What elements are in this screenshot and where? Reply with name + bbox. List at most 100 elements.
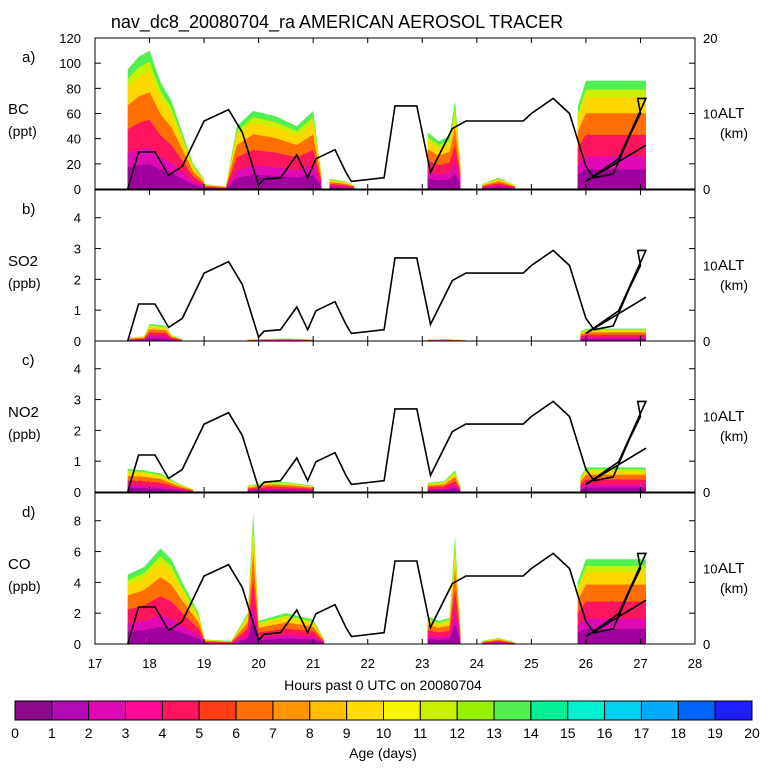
x-tick-label: 26 xyxy=(579,656,593,671)
alt-tick-label: 0 xyxy=(703,637,710,652)
tracer-layer-old xyxy=(577,628,646,644)
colorbar-cell xyxy=(567,700,606,721)
colorbar-cell xyxy=(272,700,311,721)
x-tick-label: 22 xyxy=(360,656,374,671)
tracer-layer-old xyxy=(482,186,515,189)
colorbar-cell xyxy=(51,700,90,721)
tracer-layer-old xyxy=(580,487,646,492)
y-tick-label: 1 xyxy=(74,303,81,318)
x-tick-label: 28 xyxy=(688,656,702,671)
x-tick-label: 19 xyxy=(197,656,211,671)
colorbar-cell xyxy=(640,700,679,721)
colorbar-tick-label: 14 xyxy=(523,725,539,741)
colorbar-cell xyxy=(161,700,200,721)
colorbar-cell xyxy=(309,700,348,721)
tracer-segment xyxy=(482,177,515,189)
colorbar-tick-label: 6 xyxy=(232,725,240,741)
colorbar-tick-label: 9 xyxy=(343,725,351,741)
colorbar-tick-label: 10 xyxy=(376,725,392,741)
y-tick-label: 2 xyxy=(74,272,81,287)
colorbar-cell xyxy=(530,700,569,721)
colorbar-tick-label: 20 xyxy=(744,725,760,741)
unit-label: (ppt) xyxy=(8,123,37,139)
alt-tick-label: 10 xyxy=(703,410,717,425)
colorbar-tick-label: 13 xyxy=(486,725,502,741)
tracer-segment xyxy=(329,178,355,189)
tracer-layer-old xyxy=(204,174,322,189)
colorbar-tick-label: 3 xyxy=(122,725,130,741)
y-tick-label: 2 xyxy=(74,606,81,621)
y-tick-label: 0 xyxy=(74,182,81,197)
colorbar-cell xyxy=(456,700,495,721)
x-tick-label: 20 xyxy=(251,656,265,671)
colorbar-tick-label: 4 xyxy=(159,725,167,741)
altitude-line xyxy=(126,249,648,342)
x-tick-label: 25 xyxy=(524,656,538,671)
altitude-line xyxy=(126,552,648,645)
y-tick-label: 4 xyxy=(74,211,81,226)
unit-label: (ppb) xyxy=(8,578,41,594)
tracer-layer-old xyxy=(204,620,325,644)
colorbar: 0 1 2 3 4 5 6 7 8 9 10 11 12 13 14 15 16 17 18 19 20 xyxy=(11,700,760,741)
tracer-segment xyxy=(127,548,205,644)
tracer-segment xyxy=(204,513,325,644)
alt-tick-label: 0 xyxy=(703,182,710,197)
alt-unit-label: (km) xyxy=(720,125,748,141)
y-tick-label: 4 xyxy=(74,362,81,377)
colorbar-tick-label: 7 xyxy=(269,725,277,741)
y-tick-label: 0 xyxy=(74,485,81,500)
colorbar-cell xyxy=(677,700,716,721)
alt-label: ALT xyxy=(718,257,744,274)
y-tick-label: 1 xyxy=(74,454,81,469)
y-tick-label: 120 xyxy=(59,31,81,46)
panel-frame xyxy=(94,492,696,645)
colorbar-tick-label: 11 xyxy=(413,725,428,741)
alt-tick-label: 10 xyxy=(703,562,717,577)
species-label: CO xyxy=(8,556,31,573)
species-label: SO2 xyxy=(8,253,38,270)
alt-tick-label: 0 xyxy=(703,485,710,500)
chart-title: nav_dc8_20080704_ra AMERICAN AEROSOL TRA… xyxy=(111,12,563,33)
x-tick-label: 23 xyxy=(415,656,429,671)
y-tick-label: 40 xyxy=(67,132,81,147)
tracer-segment xyxy=(204,110,322,189)
tracer-segment xyxy=(577,80,646,189)
x-tick-label: 17 xyxy=(88,656,102,671)
colorbar-tick-label: 17 xyxy=(634,725,650,741)
tracer-segment xyxy=(427,470,461,492)
panel-a: 0 20 40 60 80 100 120 0 10 20 a) BC (ppt) ALT (km) xyxy=(8,31,748,197)
alt-tick-label: 0 xyxy=(703,334,710,349)
colorbar-cell xyxy=(604,700,642,721)
tracer-segment xyxy=(127,50,205,190)
colorbar-tick-label: 16 xyxy=(597,725,613,741)
alt-unit-label: (km) xyxy=(720,428,748,444)
x-tick-label: 21 xyxy=(306,656,320,671)
y-tick-label: 8 xyxy=(74,514,81,529)
colorbar-tick-label: 1 xyxy=(48,725,56,741)
colorbar-tick-label: 5 xyxy=(195,725,203,741)
panel-frame xyxy=(94,189,696,342)
y-tick-label: 100 xyxy=(59,56,81,71)
altitude-line xyxy=(126,400,648,493)
y-tick-label: 3 xyxy=(74,393,81,408)
tracer-layer-old xyxy=(127,164,205,189)
y-tick-label: 6 xyxy=(74,545,81,560)
tracer-layer-old xyxy=(427,624,461,644)
tracer-layer-old xyxy=(427,488,461,492)
y-tick-label: 20 xyxy=(67,157,81,172)
colorbar-tick-label: 2 xyxy=(85,725,93,741)
colorbar-tick-label: 8 xyxy=(306,725,314,741)
tracer-segment xyxy=(427,536,461,644)
colorbar-cell xyxy=(235,700,274,721)
y-tick-label: 2 xyxy=(74,423,81,438)
species-label: NO2 xyxy=(8,404,39,421)
tracer-layer-old xyxy=(127,337,183,341)
panel-c: 0 1 2 3 4 0 10 c) NO2 (ppb) ALT (km) xyxy=(8,340,748,500)
tracer-segment xyxy=(580,328,646,341)
alt-unit-label: (km) xyxy=(720,580,748,596)
colorbar-tick-label: 15 xyxy=(560,725,576,741)
colorbar-cell xyxy=(383,700,421,721)
colorbar-cell xyxy=(88,700,127,721)
panel-b: 0 1 2 3 4 0 10 b) SO2 (ppb) ALT (km) xyxy=(8,189,748,349)
